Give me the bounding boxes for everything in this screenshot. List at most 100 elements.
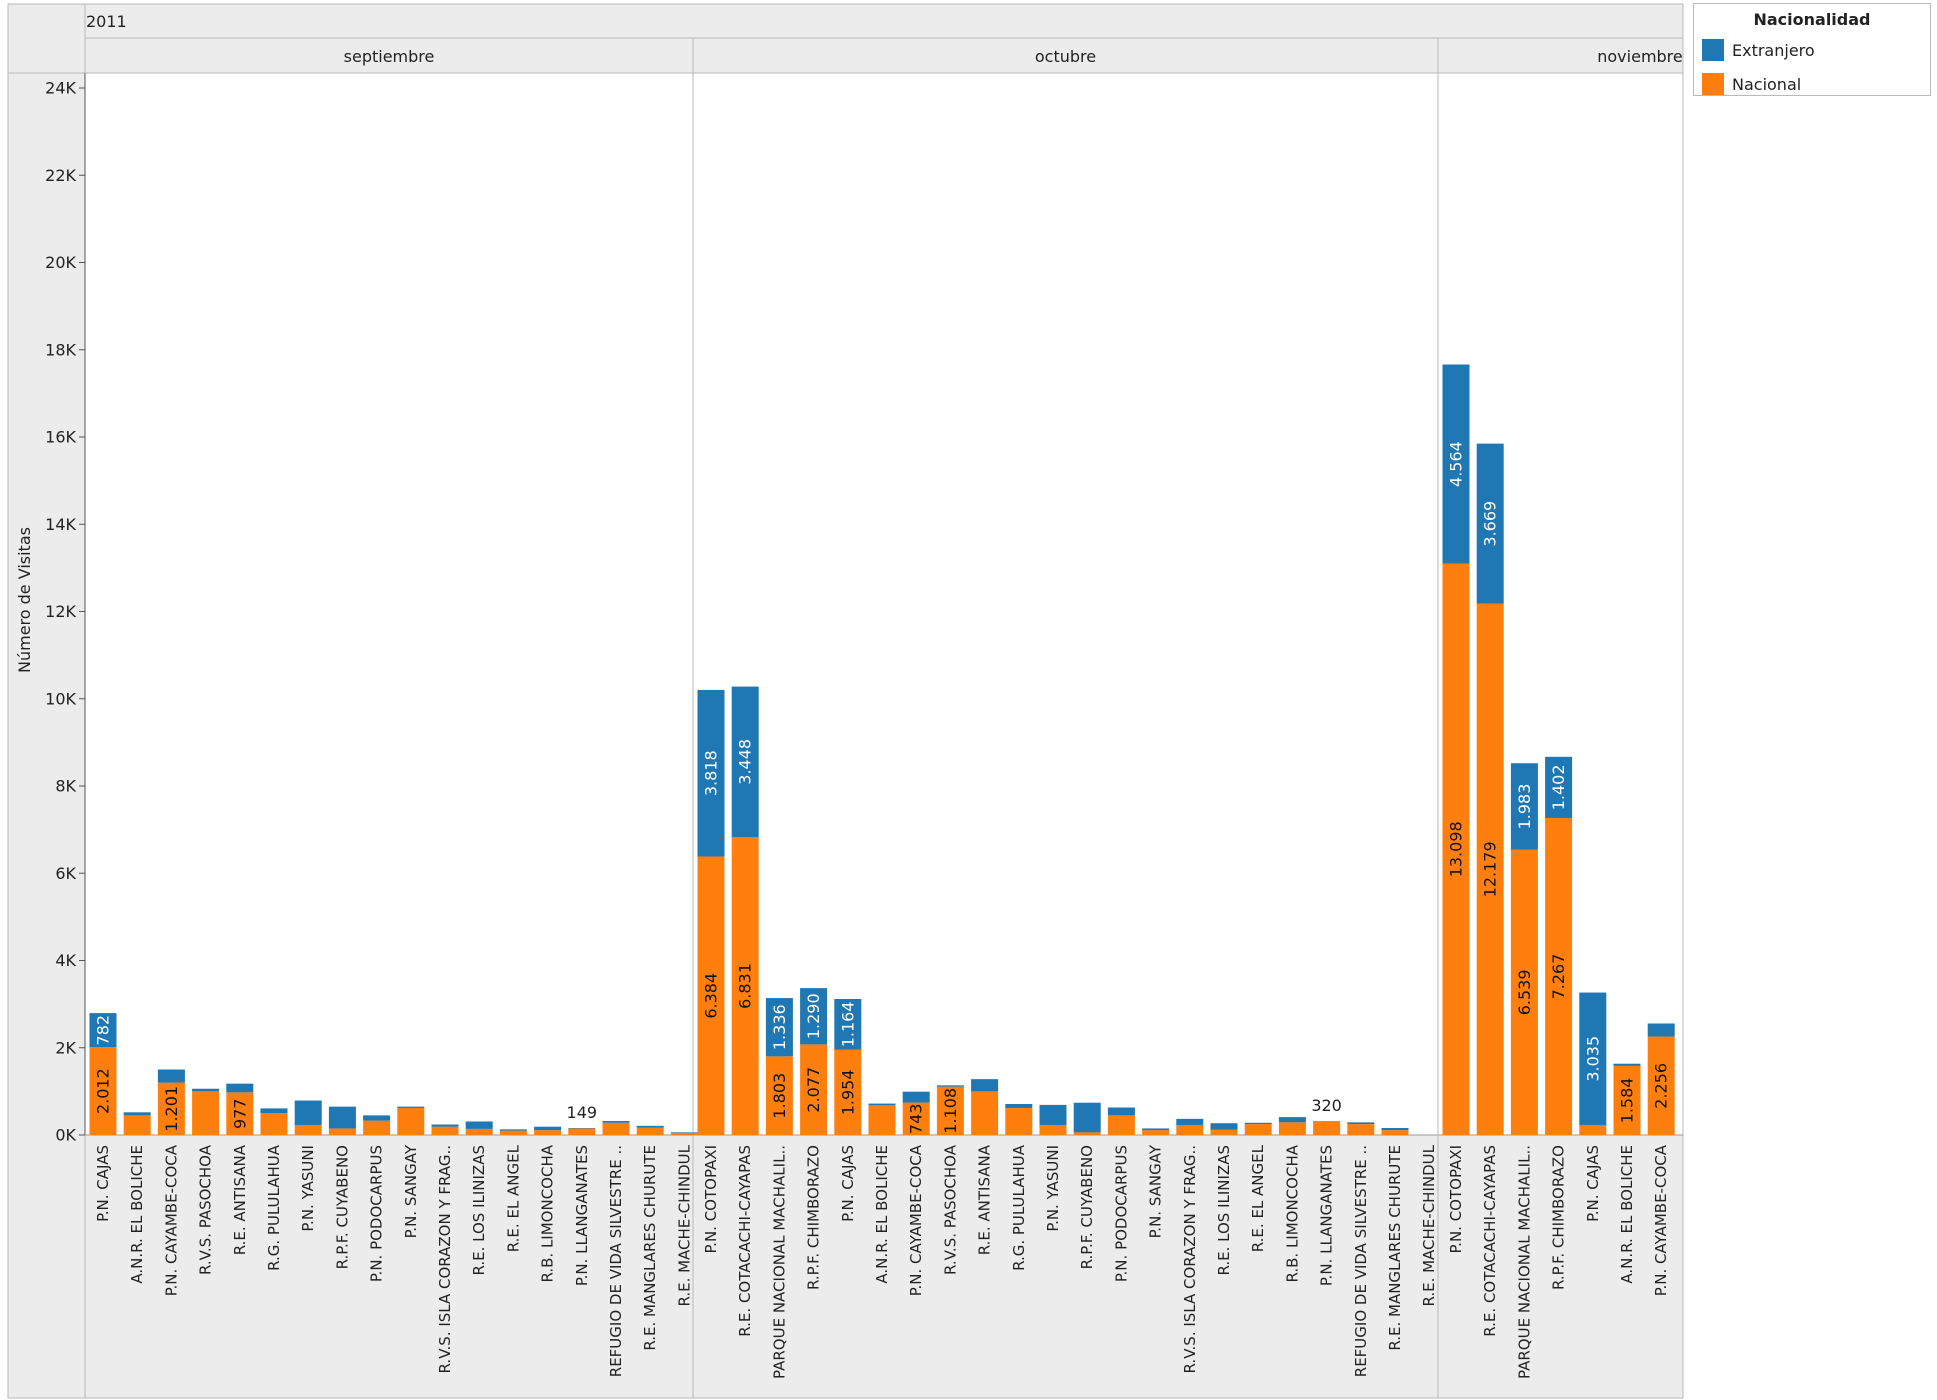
bar-nacional (499, 1130, 527, 1135)
x-tick-label: P.N. COTOPAXI (702, 1145, 720, 1254)
bar-nacional (192, 1091, 220, 1135)
x-tick-label: R.B. LIMONCOCHA (1283, 1144, 1301, 1282)
bar-nacional (1545, 817, 1573, 1135)
x-tick-label: P.N. CAYAMBE-COCA (162, 1144, 180, 1296)
data-label-extranjero: 3.669 (1481, 501, 1500, 547)
data-label-nacional: 7.267 (1549, 954, 1568, 1000)
y-tick-label: 0K (55, 1126, 76, 1145)
data-label-nacional: 12.179 (1481, 841, 1500, 897)
bar-nacional (1647, 1036, 1675, 1135)
data-label-extranjero: 1.983 (1515, 784, 1534, 830)
x-tick-label: R.E. MACHE-CHINDUL (675, 1144, 693, 1306)
x-tick-label: R.V.S. ISLA CORAZON Y FRAG.. (1181, 1145, 1199, 1373)
bar-nacional (731, 836, 759, 1135)
x-tick-label: P.N. CAJAS (94, 1145, 112, 1222)
bar-nacional (834, 1049, 862, 1135)
bar-nacional (670, 1133, 698, 1135)
legend-swatch-extranjero (1702, 39, 1724, 61)
bar-extranjero (1476, 443, 1504, 604)
x-tick-label: P.N. YASUNI (1044, 1145, 1062, 1232)
bar-nacional (1005, 1107, 1033, 1135)
legend-label: Nacional (1732, 75, 1802, 94)
bar-nacional (1579, 1124, 1607, 1135)
bar-extranjero (1210, 1123, 1238, 1130)
x-tick-label: R.E. MANGLARES CHURUTE (641, 1145, 659, 1351)
y-tick-label: 8K (55, 777, 76, 796)
x-tick-label: R.G. PULULAHUA (1010, 1144, 1028, 1271)
bar-extranjero (397, 1106, 425, 1108)
data-label-extranjero: 3.035 (1583, 1036, 1602, 1082)
bar-nacional (1210, 1129, 1238, 1135)
month-header-noviembre: noviembre (1597, 47, 1683, 66)
y-axis-title: Número de Visitas (15, 527, 34, 673)
bar-nacional (1039, 1124, 1067, 1135)
bar-nacional (1381, 1130, 1409, 1135)
x-tick-label: P.N. LLANGANATES (1318, 1145, 1336, 1286)
bar-nacional (157, 1082, 185, 1135)
x-tick-label: A.N.R. EL BOLICHE (128, 1145, 146, 1284)
x-tick-label: R.E. EL ANGEL (504, 1144, 522, 1252)
bar-extranjero (1613, 1063, 1641, 1066)
bar-nacional (1073, 1132, 1101, 1135)
x-tick-label: R.E. ANTISANA (976, 1144, 994, 1255)
y-tick-label: 16K (45, 428, 76, 447)
bar-extranjero (834, 998, 862, 1050)
bar-extranjero (123, 1112, 151, 1116)
data-label-nacional: 2.012 (94, 1068, 113, 1114)
data-label-nacional: 977 (230, 1098, 249, 1129)
bar-extranjero (1442, 364, 1470, 564)
bar-extranjero (363, 1115, 391, 1121)
y-tick-label: 12K (45, 602, 76, 621)
x-tick-label: R.E. COTACACHI-CAYAPAS (1481, 1145, 1499, 1337)
x-tick-label: A.N.R. EL BOLICHE (873, 1145, 891, 1284)
bar-extranjero (1278, 1117, 1306, 1123)
bar-extranjero (1545, 756, 1573, 818)
bar-extranjero (1244, 1122, 1272, 1125)
bar-nacional (1347, 1124, 1375, 1135)
x-tick-label: P.N. CAJAS (839, 1145, 857, 1222)
x-tick-label: R.V.S. PASOCHOA (941, 1144, 959, 1275)
bar-extranjero (1142, 1128, 1170, 1131)
bar-nacional (226, 1092, 254, 1135)
bar-nacional (1613, 1065, 1641, 1135)
bar-nacional (89, 1047, 117, 1135)
x-tick-label: P.N. CAJAS (1584, 1145, 1602, 1222)
data-label-extranjero: 3.818 (702, 750, 721, 796)
bar-extranjero (328, 1106, 356, 1129)
x-tick-label: R.E. MACHE-CHINDUL (1420, 1144, 1438, 1306)
x-tick-label: R.E. MANGLARES CHURUTE (1386, 1145, 1404, 1351)
x-tick-label: R.P.F. CUYABENO (1078, 1145, 1096, 1269)
axes: 0K 2K 4K 6K 8K 10K 12K 14K 16K 18K 20K 22K 24K (45, 73, 86, 1145)
x-tick-label: REFUGIO DE VIDA SILVESTRE .. (607, 1145, 625, 1377)
month-header-octubre: octubre (1035, 47, 1096, 66)
bar-nacional (397, 1107, 425, 1135)
data-label-extranjero: 1.290 (804, 993, 823, 1039)
x-tick-label: P.N. SANGAY (1147, 1144, 1165, 1238)
legend-title: Nacionalidad (1753, 10, 1871, 29)
bar-nacional (1313, 1121, 1341, 1135)
bar-nacional (1510, 849, 1538, 1135)
legend-swatch-nacional (1702, 73, 1724, 95)
bar-nacional (363, 1120, 391, 1135)
data-label-nacional: 2.256 (1652, 1063, 1671, 1109)
month-header-septiembre: septiembre (344, 47, 435, 66)
y-tick-label: 14K (45, 515, 76, 534)
bar-nacional (697, 856, 725, 1135)
x-tick-label: R.E. ANTISANA (231, 1144, 249, 1255)
y-tick-label: 10K (45, 689, 76, 708)
data-label-extranjero: 3.448 (736, 739, 755, 785)
y-tick-label: 6K (55, 864, 76, 883)
data-label-extranjero: 1.336 (770, 1004, 789, 1050)
bar-extranjero (1039, 1104, 1067, 1125)
y-tick-label: 4K (55, 951, 76, 970)
bar-nacional (328, 1128, 356, 1135)
bar-extranjero (157, 1069, 185, 1083)
bar-extranjero (636, 1125, 664, 1128)
bar-nacional (868, 1105, 896, 1135)
data-label-total: 320 (1311, 1096, 1342, 1115)
y-tick-label: 20K (45, 253, 76, 272)
bar-nacional (971, 1091, 999, 1135)
legend: Nacionalidad Extranjero Nacional (1693, 3, 1931, 96)
data-label-extranjero: 4.564 (1447, 441, 1466, 487)
